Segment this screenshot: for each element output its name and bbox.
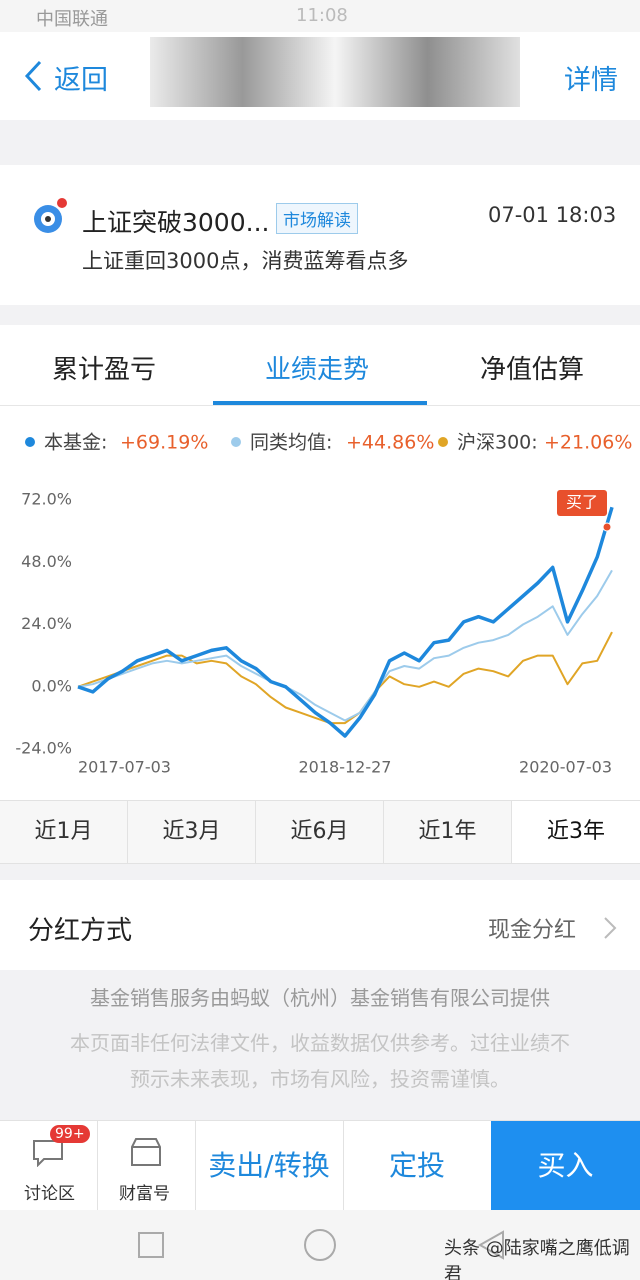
legend-dot (231, 437, 241, 447)
disclaimer-line: 预示未来表现，市场有风险，投资需谨慎。 (130, 1067, 510, 1091)
watermark: 头条 @陆家嘴之鹰低调君 (444, 1238, 630, 1280)
y-tick-label: -24.0% (15, 739, 72, 758)
annotation-box (557, 490, 607, 516)
dividend-row[interactable]: 分红方式 现金分红 (0, 880, 640, 970)
news-time: 07-01 18:03 (488, 203, 617, 227)
period-tabs: 近1月 近3月 近6月 近1年 近3年 (0, 800, 640, 864)
back-icon[interactable] (24, 60, 44, 92)
legend-name: 沪深300: (457, 432, 538, 454)
period-tab[interactable]: 近3月 (128, 801, 256, 863)
news-summary: 上证重回3000点，消费蓝筹看点多 (82, 249, 409, 273)
discuss-button[interactable]: 99+ 讨论区 (0, 1121, 98, 1211)
legend-value: +69.19% (120, 432, 208, 454)
series-line (77, 569, 613, 722)
x-tick-label: 2018-12-27 (299, 758, 392, 777)
chart: 本基金: +69.19% 同类均值: +44.86% 沪深300: +21.06% -24.… (0, 406, 640, 800)
wealth-icon (131, 1138, 161, 1166)
nav-bar: 返回 详情 (0, 32, 640, 120)
tab[interactable]: 累计盈亏 (52, 355, 157, 385)
sell-button[interactable]: 卖出/转换 (195, 1121, 344, 1211)
badge: 99+ (50, 1125, 90, 1143)
disclaimer-line: 本页面非任何法律文件，收益数据仅供参考。过往业绩不 (70, 1031, 570, 1055)
time: 11:08 (296, 5, 348, 26)
details-button[interactable]: 详情 (564, 65, 618, 96)
back-button[interactable]: 返回 (54, 65, 108, 96)
news-icon (34, 198, 67, 233)
carrier: 中国联通 (36, 9, 108, 30)
nav-icons (138, 1229, 504, 1261)
status-bar: 中国联通 11:08 (0, 0, 640, 32)
tab-active[interactable]: 业绩走势 (265, 355, 370, 385)
discuss-label: 讨论区 (24, 1184, 75, 1204)
dividend-label: 分红方式 (28, 916, 133, 946)
x-tick-label: 2017-07-03 (78, 758, 171, 777)
legend-value: +44.86% (346, 432, 434, 454)
tab-underline (213, 401, 427, 405)
wealth-button[interactable]: 财富号 (97, 1121, 196, 1211)
y-tick-label: 24.0% (21, 614, 72, 633)
tab-bar: 累计盈亏 业绩走势 净值估算 (0, 325, 640, 406)
dividend-value: 现金分红 (488, 918, 577, 943)
buy-button[interactable]: 买入 (491, 1121, 640, 1211)
news-title: 上证突破3000... (82, 208, 270, 237)
bottom-bar: 99+ 讨论区 财富号 卖出/转换 定投 买入 (0, 1120, 640, 1211)
legend-dot (438, 437, 448, 447)
series-line (77, 631, 613, 725)
provider: 基金销售服务由蚂蚁（杭州）基金销售有限公司提供 (90, 986, 550, 1010)
series-line (77, 506, 614, 738)
x-tick-label: 2020-07-03 (519, 758, 612, 777)
period-tab[interactable]: 近1月 (0, 801, 128, 863)
annotation: 买了 (566, 493, 598, 512)
blurred-title (150, 37, 520, 107)
chevron (604, 917, 617, 939)
news-card[interactable]: 上证突破3000... 市场解读 07-01 18:03 上证重回3000点，消… (0, 165, 640, 305)
plan-button[interactable]: 定投 (388, 1149, 445, 1182)
legend-name: 本基金: (44, 432, 107, 454)
wealth-label: 财富号 (119, 1184, 170, 1204)
period-tab-active[interactable]: 近3年 (512, 801, 640, 863)
y-tick-label: 48.0% (21, 552, 72, 571)
y-tick-label: 72.0% (21, 490, 72, 509)
tab[interactable]: 净值估算 (480, 355, 585, 385)
legend-value: +21.06% (544, 432, 632, 454)
system-nav: 头条 @陆家嘴之鹰低调君 (0, 1210, 640, 1280)
legend-dot (25, 437, 35, 447)
annotation-dot (602, 522, 612, 532)
period-tab[interactable]: 近6月 (256, 801, 384, 863)
legend-name: 同类均值: (250, 432, 332, 454)
news-tag: 市场解读 (276, 203, 358, 234)
y-tick-label: 0.0% (31, 676, 72, 695)
discuss-icon (33, 1140, 63, 1167)
period-tab[interactable]: 近1年 (384, 801, 512, 863)
